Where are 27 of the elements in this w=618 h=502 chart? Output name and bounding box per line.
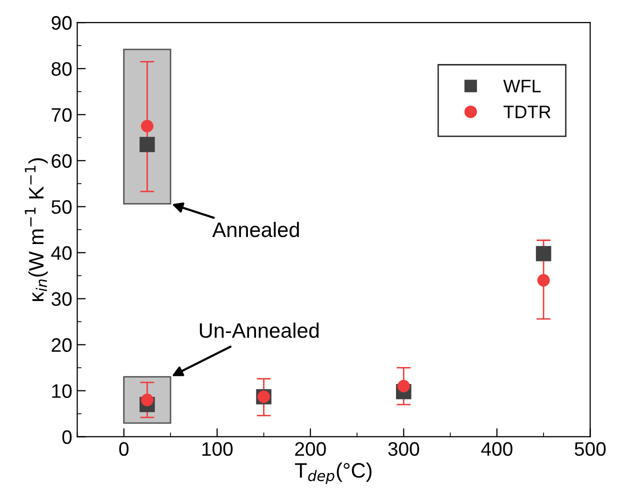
legend-label: WFL <box>503 80 541 92</box>
point <box>140 120 154 132</box>
annotation: Un-Annealed <box>200 322 319 338</box>
x-tick-label: 100 <box>202 442 233 456</box>
annotation: Annealed <box>212 222 299 238</box>
point <box>537 274 550 287</box>
y-tick-label: 40 <box>51 246 72 260</box>
point <box>140 136 155 152</box>
y-tick-label: 60 <box>52 154 72 168</box>
y-tick-label: 30 <box>52 292 72 306</box>
y-tick-label: 10 <box>52 384 72 398</box>
x-tick-label: 400 <box>481 442 512 456</box>
y-tick-label: 80 <box>52 62 72 76</box>
point <box>536 246 552 262</box>
x-tick-label: 200 <box>295 442 326 456</box>
x-tick-label: 0 <box>119 442 129 456</box>
x-tick-label: 300 <box>388 442 420 456</box>
x-tick-label: 500 <box>574 442 606 456</box>
y-tick-label: 70 <box>52 108 72 122</box>
y-tick-label: 20 <box>52 338 72 352</box>
y-tick-label: 0 <box>62 430 72 444</box>
y-axis-title: κ$_{in}$(W m$^{−1}$ K$^{−1}$) <box>24 158 48 301</box>
y-tick-label: 90 <box>52 16 72 30</box>
y-tick-label: 50 <box>52 200 72 214</box>
legend-label: TDTR <box>504 106 550 118</box>
point <box>397 380 410 392</box>
x-axis-title: T$_{dep}$(°C) <box>295 462 372 484</box>
